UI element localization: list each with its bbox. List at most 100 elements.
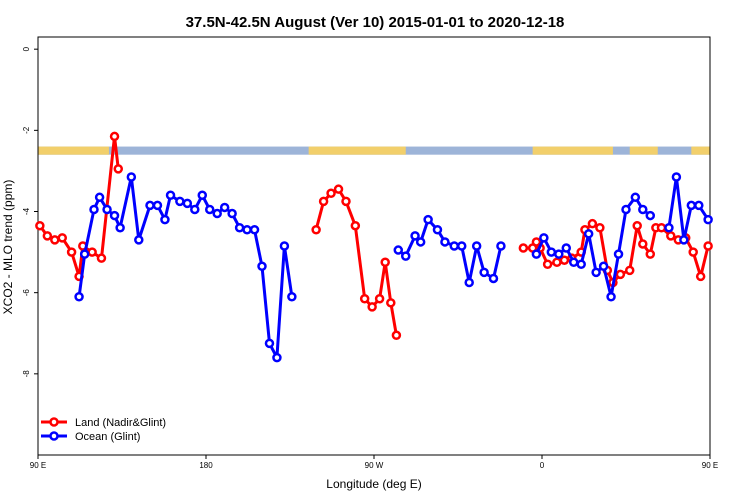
data-point [109, 131, 120, 142]
series-layer [35, 131, 713, 363]
data-point [249, 225, 260, 235]
data-point [613, 249, 624, 259]
data-point [587, 218, 598, 229]
data-point [264, 338, 275, 349]
data-point [539, 233, 549, 243]
series-1 [74, 172, 713, 363]
data-point [50, 235, 60, 245]
data-point [87, 247, 97, 257]
data-point [488, 273, 499, 284]
y-tick-label: -6 [22, 289, 31, 297]
data-point [386, 298, 396, 308]
data-point [359, 294, 370, 304]
data-point [102, 204, 112, 215]
x-tick-label: 0 [540, 461, 545, 470]
data-point [42, 231, 53, 241]
data-point [79, 249, 90, 259]
data-point [606, 291, 616, 302]
data-point [113, 164, 124, 174]
data-point [664, 222, 674, 233]
plot-frame [37, 36, 711, 456]
data-point [380, 257, 390, 267]
data-point [350, 220, 361, 231]
chart-title: 37.5N-42.5N August (Ver 10) 2015-01-01 t… [186, 14, 565, 31]
data-point [559, 255, 570, 265]
data-point [391, 330, 402, 341]
data-point [272, 352, 282, 363]
data-point [234, 222, 245, 233]
data-point [212, 208, 222, 219]
data-point [552, 257, 562, 267]
x-axis-label: Longitude (deg E) [326, 477, 421, 491]
legend: Land (Nadir&Glint) Ocean (Glint) [41, 417, 166, 443]
data-point [89, 204, 99, 215]
legend-marker [49, 417, 59, 427]
data-point [400, 251, 411, 261]
data-point [145, 200, 155, 211]
data-point [74, 291, 84, 302]
data-point [598, 261, 609, 272]
data-point [66, 247, 77, 257]
data-point [568, 257, 579, 267]
data-point [333, 184, 344, 194]
data-point [165, 190, 176, 201]
legend-label: Land (Nadir&Glint) [75, 417, 166, 429]
data-point [686, 200, 697, 211]
data-point [311, 225, 321, 235]
data-point [542, 259, 553, 270]
data-point [109, 210, 120, 221]
data-point [152, 200, 163, 211]
data-point [367, 302, 377, 312]
data-point [666, 231, 676, 241]
data-point [632, 220, 642, 231]
land-band [629, 146, 658, 155]
data-point [471, 241, 482, 251]
data-point [583, 229, 594, 239]
data-point [694, 200, 704, 211]
data-point [703, 241, 713, 251]
data-point [440, 237, 450, 247]
data-point [134, 235, 144, 245]
data-point [645, 249, 656, 259]
data-point [410, 231, 420, 241]
x-tick-label: 180 [199, 461, 213, 470]
data-point [621, 204, 631, 215]
data-point [257, 261, 267, 272]
data-point [546, 247, 557, 257]
x-axis: 90 E 180 90 W 0 90 E [30, 455, 718, 470]
x-tick-label: 90 E [30, 461, 46, 470]
legend-item: Ocean (Glint) [41, 431, 140, 443]
data-point [531, 249, 542, 259]
data-point [591, 267, 601, 278]
x-tick-label: 90 E [702, 461, 718, 470]
legend-label: Ocean (Glint) [75, 431, 140, 443]
data-point [656, 222, 667, 233]
data-point [279, 241, 290, 251]
data-point [688, 247, 698, 257]
data-point [374, 294, 385, 304]
data-point [204, 204, 215, 215]
data-point [576, 259, 586, 270]
data-point [318, 196, 329, 207]
data-point [227, 208, 237, 219]
data-point [464, 277, 474, 288]
data-point [638, 204, 648, 215]
legend-marker [49, 431, 59, 441]
y-tick-label: -4 [22, 207, 31, 215]
data-point [432, 225, 443, 235]
data-point [695, 271, 706, 282]
data-point [630, 192, 641, 203]
data-point [595, 222, 605, 233]
data-point [554, 249, 564, 259]
data-point [638, 239, 648, 249]
land-band [308, 146, 406, 155]
data-point [679, 235, 689, 245]
y-axis: 0 -2 -4 -6 -8 [22, 46, 38, 377]
data-point [190, 204, 200, 215]
y-axis-label: XCO2 - MLO trend (ppm) [1, 180, 15, 315]
data-point [415, 237, 426, 247]
land-band [38, 146, 109, 155]
data-point [160, 214, 170, 225]
data-point [175, 196, 185, 207]
